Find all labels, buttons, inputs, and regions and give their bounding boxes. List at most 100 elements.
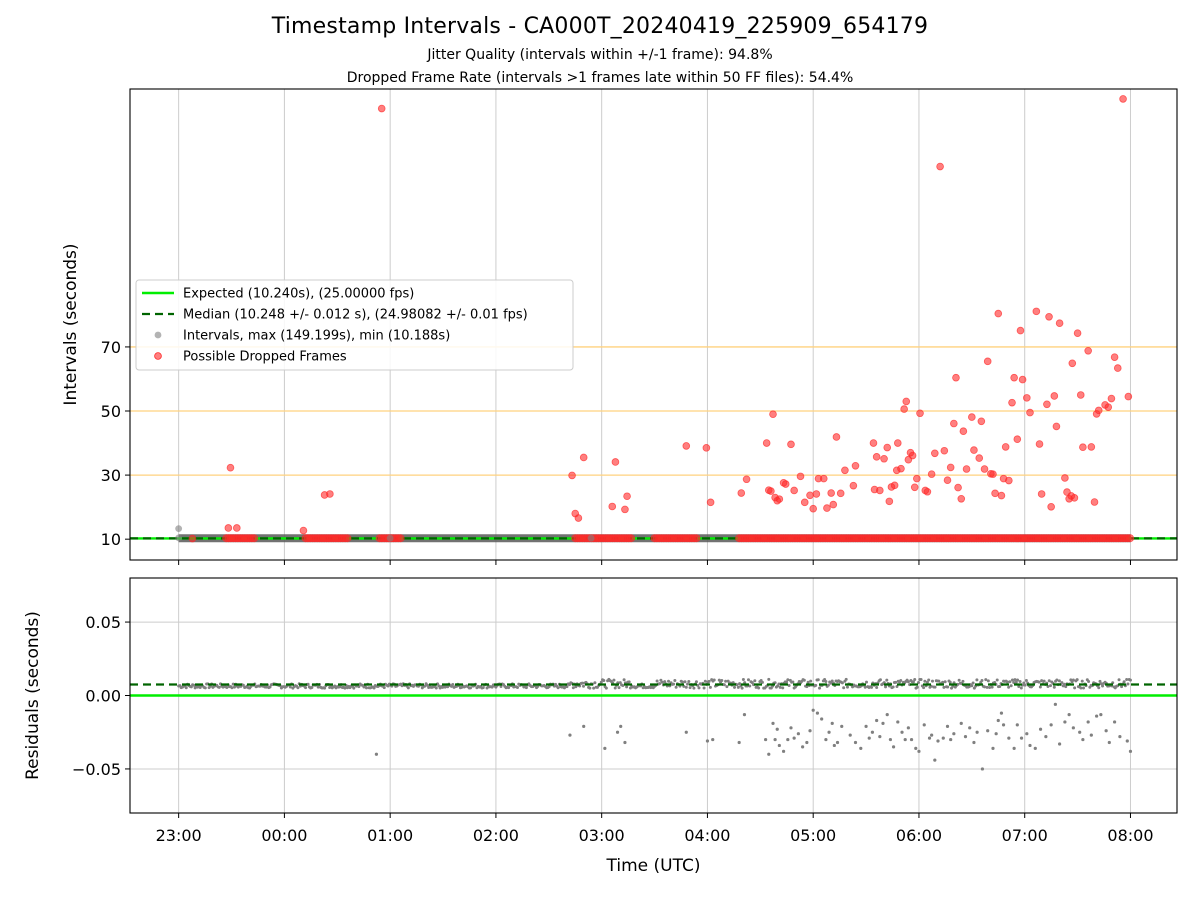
dropped-frame-point	[299, 526, 308, 535]
residual-point	[1125, 739, 1129, 743]
residual-point	[791, 680, 795, 684]
residual-point	[264, 685, 268, 689]
dropped-frame-point	[762, 439, 771, 447]
residual-point	[919, 677, 923, 681]
dropped-frame-point	[1073, 329, 1082, 337]
residual-point	[225, 685, 229, 689]
residual-point	[673, 679, 677, 683]
residual-point	[687, 679, 691, 683]
residual-point	[1120, 685, 1124, 689]
residual-point	[1086, 720, 1090, 724]
dropped-frame-point	[880, 454, 888, 463]
dropped-frame-point	[1113, 364, 1122, 372]
residual-point	[785, 680, 789, 684]
residual-point	[820, 717, 824, 721]
dropped-frame-point	[1016, 326, 1025, 335]
residual-point	[990, 685, 994, 689]
x-tick-label: 00:00	[261, 826, 307, 845]
residual-point	[1012, 681, 1016, 685]
residual-point	[1101, 684, 1105, 688]
dropped-frame-point	[767, 487, 775, 495]
residual-point	[891, 685, 895, 689]
dropped-frame-point	[994, 309, 1003, 318]
residual-point	[824, 737, 828, 742]
residual-point	[805, 740, 809, 745]
residual-point	[806, 680, 810, 684]
residual-point	[957, 678, 961, 682]
residual-point	[757, 686, 761, 690]
residual-point	[1063, 720, 1067, 724]
dropped-frame-point	[869, 439, 878, 447]
dropped-frame-point	[841, 466, 849, 475]
residual-point	[959, 721, 963, 726]
residual-point	[805, 685, 809, 689]
dropped-frame-point	[574, 514, 583, 522]
residual-point	[1087, 679, 1091, 683]
dropped-frame-point	[823, 504, 831, 512]
residual-point	[936, 739, 940, 743]
residual-point	[875, 718, 879, 723]
residual-point	[622, 678, 626, 682]
residual-point	[705, 739, 710, 743]
dropped-frame-point	[975, 454, 984, 462]
residual-point	[374, 752, 379, 756]
dropped-frame-point	[1001, 443, 1010, 451]
dropped-frame-point	[781, 480, 790, 488]
residual-point	[708, 685, 712, 689]
residual-point	[1058, 742, 1062, 746]
residual-point	[446, 685, 450, 689]
residual-point	[999, 711, 1004, 715]
residual-point	[1049, 684, 1053, 688]
legend-entry-label: Median (10.248 +/- 0.012 s), (24.98082 +…	[183, 308, 528, 323]
residual-point	[1126, 682, 1130, 686]
residual-point	[485, 686, 489, 690]
residual-point	[602, 678, 606, 682]
residual-point	[991, 746, 995, 750]
residual-point	[930, 679, 934, 683]
dropped-frame-point	[1023, 394, 1031, 402]
residual-point	[189, 685, 193, 689]
dropped-frame-point	[1124, 392, 1133, 401]
residual-point	[1007, 685, 1011, 689]
residual-point	[592, 686, 596, 690]
residual-point	[1047, 679, 1051, 683]
residual-point	[878, 678, 882, 682]
residual-point	[702, 686, 706, 690]
residual-point	[1040, 679, 1044, 683]
intervals-axes: 10 30 50 70 Intervals (seconds) Expected (10.…	[61, 88, 1178, 565]
dropped-frame-point	[1094, 406, 1103, 415]
dropped-frame-point	[769, 410, 777, 419]
residual-point	[1052, 685, 1056, 689]
dropped-frame-point	[957, 495, 966, 503]
residual-point	[1095, 714, 1099, 718]
x-tick-label: 03:00	[579, 826, 625, 845]
residual-point	[941, 736, 945, 740]
residual-point	[427, 685, 431, 689]
residual-point	[781, 686, 785, 690]
dropped-frame-point	[1104, 403, 1113, 411]
dropped-frame-point	[800, 498, 809, 507]
dropped-frame-point	[968, 413, 976, 421]
residual-point	[232, 685, 236, 689]
dropped-frame-point	[832, 433, 841, 441]
residual-point	[930, 733, 934, 737]
x-tick-label: 02:00	[473, 826, 519, 845]
residual-point	[667, 679, 671, 683]
residual-point	[588, 686, 592, 690]
residual-point	[816, 678, 820, 682]
residual-point	[741, 678, 745, 682]
residual-point	[895, 684, 899, 688]
y-tick-label: −0.05	[72, 760, 121, 779]
residual-point	[900, 730, 904, 734]
residual-point	[971, 681, 975, 685]
residual-point	[824, 679, 828, 683]
residual-point	[853, 740, 858, 745]
x-tick-label: 06:00	[896, 826, 942, 845]
dropped-frame-point	[1032, 307, 1041, 316]
residual-point	[1081, 737, 1085, 742]
residual-point	[688, 686, 692, 690]
residual-point	[372, 686, 376, 690]
dropped-frame-point	[836, 489, 845, 498]
dropped-frame-point	[1045, 313, 1053, 321]
residual-point	[925, 680, 929, 684]
